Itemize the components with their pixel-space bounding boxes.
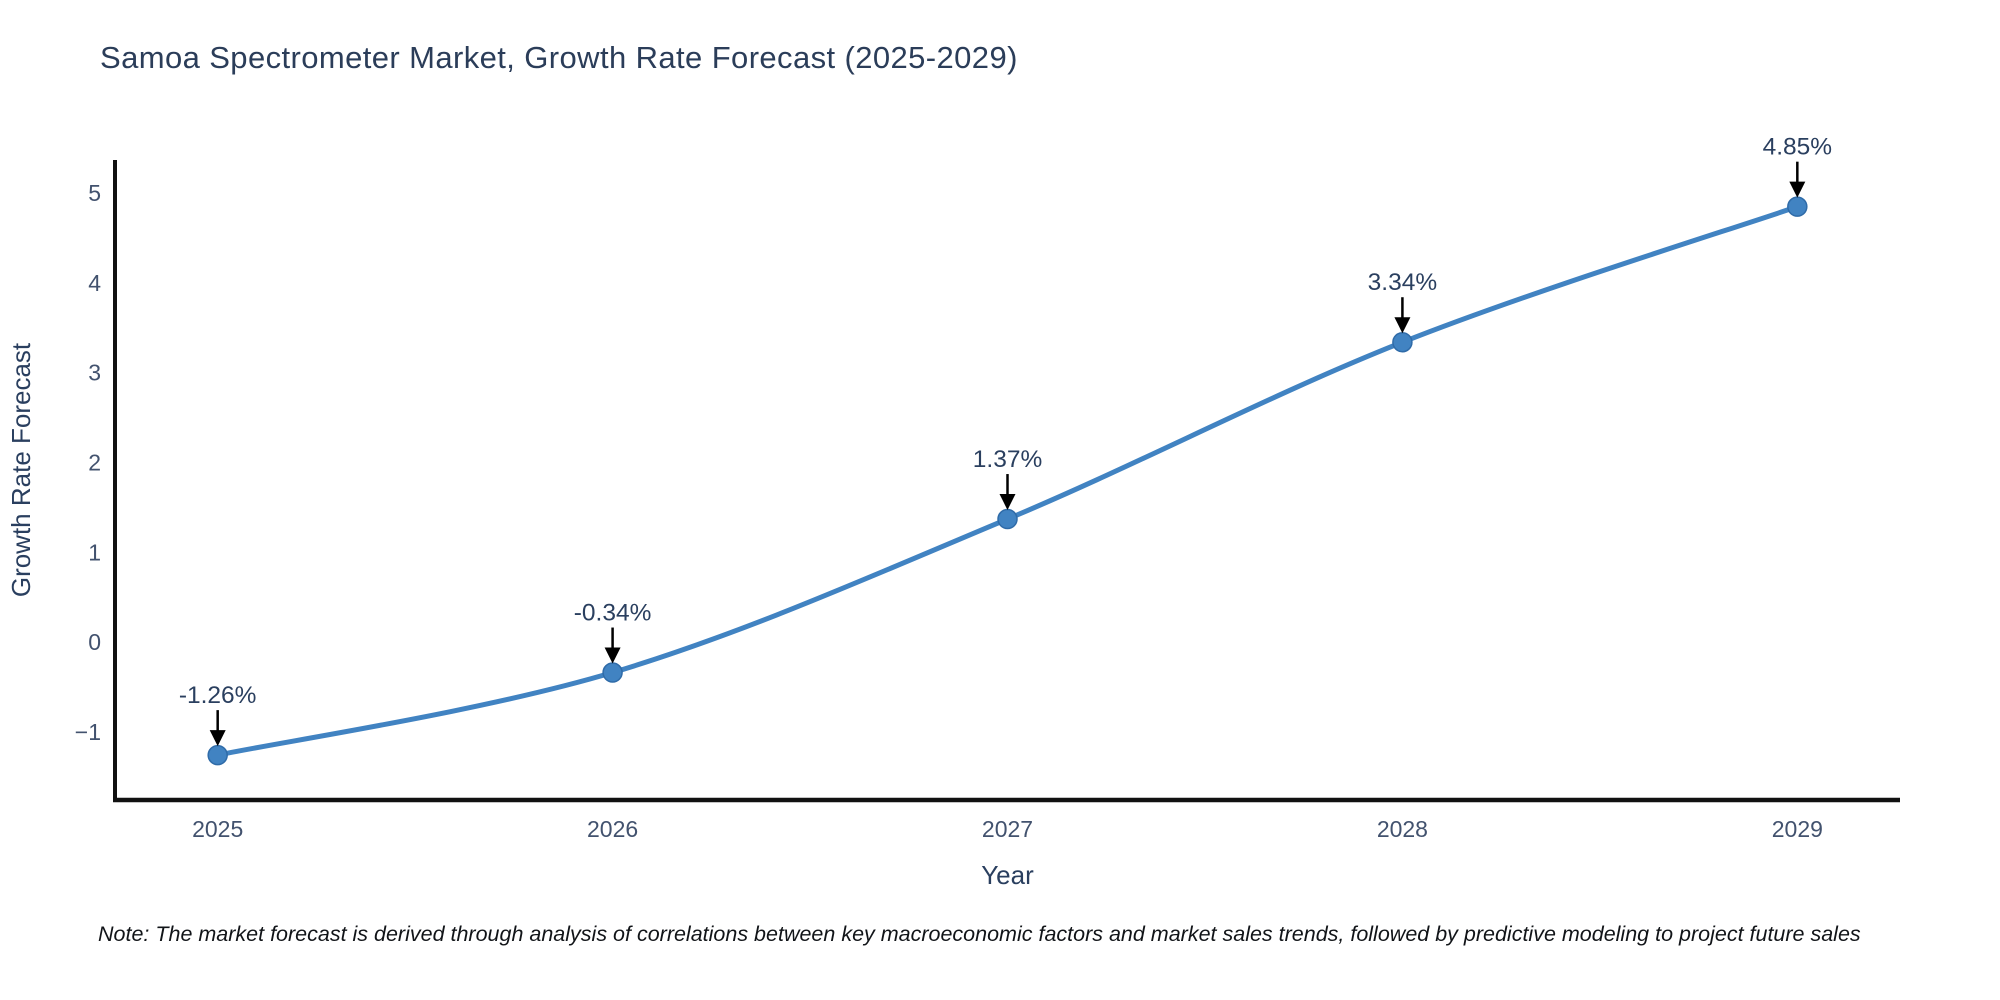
data-point-marker xyxy=(997,508,1018,530)
annotation-label: 1.37% xyxy=(973,446,1042,473)
annotation-arrowhead xyxy=(604,647,621,664)
annotation-arrowhead xyxy=(209,730,226,747)
x-tick-label: 2027 xyxy=(982,816,1033,842)
annotation-arrowhead xyxy=(1394,317,1411,334)
y-tick-label: 4 xyxy=(88,270,101,296)
note-text: Note: The market forecast is derived thr… xyxy=(98,922,1861,946)
data-point-marker xyxy=(602,662,623,683)
x-tick-label: 2025 xyxy=(192,816,243,842)
plot-area: −1 0 1 2 3 4 5 2025 2026 2027 2028 2029 Year Growth R… xyxy=(6,134,1900,890)
annotation-arrowhead xyxy=(1789,181,1806,198)
chart-title: Samoa Spectrometer Market, Growth Rate F… xyxy=(100,40,1018,75)
x-tick-label: 2029 xyxy=(1772,816,1823,842)
annotation-label: -1.26% xyxy=(179,682,257,709)
y-tick-label: 0 xyxy=(88,629,101,655)
annotation-label: -0.34% xyxy=(574,600,652,627)
annotation-label: 4.85% xyxy=(1763,134,1832,161)
y-tick-label: −1 xyxy=(75,719,101,745)
y-tick-label: 3 xyxy=(88,360,101,386)
y-tick-label: 2 xyxy=(88,449,101,475)
data-point-marker xyxy=(1787,196,1808,217)
y-axis-title: Growth Rate Forecast xyxy=(6,342,36,597)
data-point-marker xyxy=(1392,331,1413,353)
x-tick-label: 2028 xyxy=(1377,816,1428,842)
x-tick-label: 2026 xyxy=(587,816,638,842)
annotation-arrowhead xyxy=(999,494,1016,511)
y-tick-label: 5 xyxy=(88,180,101,206)
x-axis-title: Year xyxy=(981,860,1034,890)
data-point-marker xyxy=(207,744,228,766)
y-tick-label: 1 xyxy=(88,539,101,565)
annotation-label: 3.34% xyxy=(1368,269,1437,296)
